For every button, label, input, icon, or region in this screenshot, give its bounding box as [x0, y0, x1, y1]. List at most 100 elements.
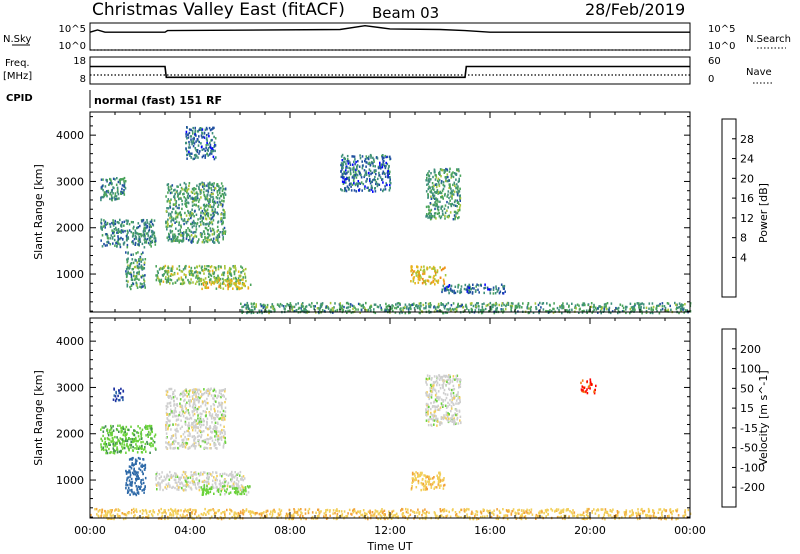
scatter-cell	[406, 305, 408, 308]
scatter-cell	[357, 169, 360, 173]
scatter-cell	[142, 233, 145, 236]
scatter-cell	[197, 472, 200, 476]
scatter-cell	[385, 305, 388, 308]
scatter-cell	[120, 387, 122, 391]
scatter-cell	[428, 479, 431, 482]
scatter-cell	[184, 405, 187, 408]
scatter-cell	[205, 209, 208, 213]
scatter-cell	[104, 442, 106, 446]
scatter-cell	[179, 485, 181, 489]
scatter-cell	[340, 162, 343, 165]
scatter-cell	[459, 415, 462, 418]
scatter-cell	[512, 302, 514, 305]
scatter-cell	[359, 157, 362, 160]
scatter-cell	[155, 478, 157, 481]
scatter-cell	[198, 276, 200, 280]
scatter-cell	[590, 305, 593, 308]
scatter-cell	[205, 492, 207, 496]
scatter-cell	[130, 477, 133, 481]
scatter-cell	[121, 238, 124, 241]
scatter-cell	[208, 390, 211, 393]
scatter-cell	[404, 306, 406, 309]
scatter-cell	[219, 231, 221, 234]
scatter-cell	[189, 416, 192, 420]
scatter-cell	[223, 211, 226, 214]
scatter-cell	[134, 436, 137, 440]
scatter-cell	[199, 127, 201, 130]
scatter-cell	[191, 423, 193, 426]
scatter-cell	[165, 393, 168, 396]
scatter-cell	[431, 377, 433, 380]
scatter-cell	[126, 428, 129, 431]
scatter-cell	[200, 436, 202, 439]
scatter-cell	[678, 311, 680, 315]
scatter-cell	[581, 310, 584, 313]
scatter-cell	[121, 438, 124, 441]
scatter-cell	[195, 153, 197, 157]
scatter-cell	[429, 275, 432, 279]
scatter-cell	[184, 417, 187, 420]
scatter-cell	[119, 424, 121, 427]
scatter-cell	[229, 491, 232, 494]
scatter-cell	[457, 286, 459, 289]
scatter-cell	[219, 282, 222, 286]
scatter-cell	[478, 291, 480, 294]
scatter-cell	[230, 273, 232, 276]
scatter-cell	[474, 290, 477, 293]
scatter-cell	[186, 126, 188, 129]
scatter-cell	[431, 383, 433, 386]
scatter-cell	[199, 445, 202, 448]
scatter-cell	[629, 311, 631, 315]
scatter-cell	[428, 211, 430, 214]
scatter-cell	[444, 217, 446, 220]
scatter-cell	[434, 269, 437, 272]
scatter-cell	[466, 286, 469, 289]
scatter-cell	[343, 157, 345, 160]
scatter-cell	[206, 236, 209, 239]
scatter-cell	[496, 290, 499, 293]
scatter-cell	[440, 398, 443, 401]
scatter-cell	[200, 279, 202, 282]
scatter-cell	[224, 400, 226, 404]
scatter-cell	[137, 239, 140, 242]
scatter-cell	[187, 409, 189, 412]
scatter-cell	[437, 404, 439, 408]
scatter-cell	[132, 267, 134, 271]
scatter-cell	[664, 306, 667, 310]
scatter-cell	[365, 301, 367, 305]
scatter-cell	[179, 478, 181, 481]
scatter-cell	[206, 128, 208, 131]
scatter-cell	[383, 156, 385, 159]
scatter-cell	[463, 287, 466, 291]
scatter-cell	[215, 196, 218, 199]
scatter-cell	[131, 449, 134, 452]
scatter-cell	[130, 284, 133, 287]
y-tick-label: 2000	[56, 222, 84, 235]
scatter-cell	[534, 302, 537, 305]
scatter-cell	[238, 274, 241, 278]
scatter-cell	[379, 161, 381, 165]
scatter-cell	[347, 302, 350, 306]
scatter-cell	[207, 191, 210, 194]
scatter-cell	[176, 267, 178, 270]
scatter-cell	[120, 449, 122, 453]
scatter-cell	[252, 311, 255, 314]
scatter-cell	[204, 210, 207, 213]
scatter-cell	[446, 287, 448, 291]
scatter-cell	[527, 307, 530, 310]
scatter-cell	[436, 377, 439, 380]
scatter-cell	[468, 311, 471, 314]
scatter-cell	[343, 179, 346, 182]
scatter-cell	[472, 283, 474, 286]
scatter-cell	[208, 472, 210, 475]
scatter-cell	[170, 220, 172, 223]
scatter-cell	[629, 307, 632, 311]
scatter-cell	[283, 307, 286, 310]
scatter-cell	[196, 410, 198, 414]
scatter-cell	[179, 427, 182, 430]
scatter-cell	[122, 398, 124, 402]
scatter-cell	[184, 211, 186, 215]
scatter-cell	[126, 477, 128, 480]
scatter-cell	[385, 161, 387, 165]
scatter-cell	[550, 309, 553, 313]
